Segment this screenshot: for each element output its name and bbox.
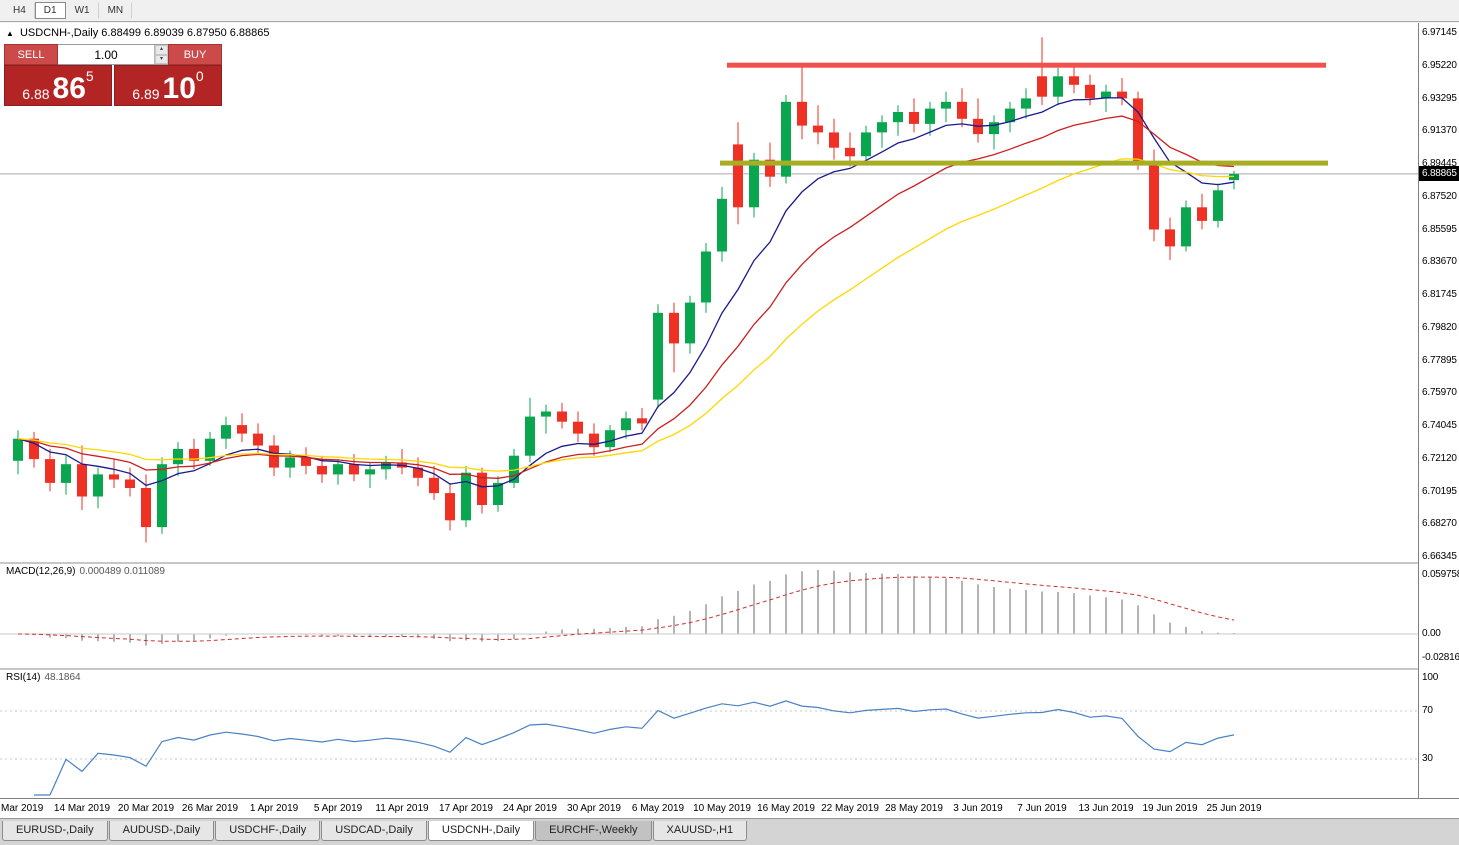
price-axis-label: 6.68270 bbox=[1422, 518, 1457, 530]
chart-tab-usdchf-daily[interactable]: USDCHF-,Daily bbox=[215, 821, 321, 841]
time-axis-label: 5 Apr 2019 bbox=[313, 803, 363, 814]
expand-arrow-icon[interactable]: ▲ bbox=[6, 29, 14, 38]
price-axis-label: 6.85595 bbox=[1422, 223, 1457, 235]
time-axis-label: 25 Jun 2019 bbox=[1206, 803, 1262, 814]
time-axis-label: 22 May 2019 bbox=[821, 803, 879, 814]
price-axis-label: 6.81745 bbox=[1422, 289, 1457, 300]
macd-indicator-label: MACD(12,26,9) 0.000489 0.011089 bbox=[6, 566, 165, 577]
time-axis-label: 1 Apr 2019 bbox=[249, 803, 299, 814]
chart-symbol-label: USDCNH-,Daily bbox=[19, 27, 99, 39]
time-axis-label: 28 May 2019 bbox=[885, 803, 943, 814]
price-axis-label: 6.93295 bbox=[1422, 92, 1457, 104]
time-axis-label: 14 Mar 2019 bbox=[53, 803, 111, 814]
chart-tabs-bar: EURUSD-,Daily AUDUSD-,Daily USDCHF-,Daily U… bbox=[0, 818, 1459, 845]
timeframe-button-d1[interactable]: D1 bbox=[34, 2, 66, 19]
chart-tab-usdcad-daily[interactable]: USDCAD-,Daily bbox=[321, 821, 427, 841]
buy-price-sup: 0 bbox=[195, 68, 204, 84]
volume-down-icon[interactable]: ▾ bbox=[155, 54, 168, 64]
price-axis-label: 6.70195 bbox=[1422, 485, 1457, 497]
time-axis-label: 30 Apr 2019 bbox=[567, 803, 621, 814]
rsi-indicator-label: RSI(14) 48.1864 bbox=[6, 672, 81, 683]
timeframe-toolbar: H4 D1 W1 MN bbox=[0, 0, 1459, 22]
timeframe-button-h4[interactable]: H4 bbox=[4, 2, 35, 19]
price-chart[interactable] bbox=[0, 23, 1418, 798]
timeframe-button-mn[interactable]: MN bbox=[99, 2, 133, 19]
chart-tab-xauusd-h1[interactable]: XAUUSD-,H1 bbox=[652, 821, 748, 841]
price-axis-label: 6.74045 bbox=[1422, 420, 1457, 431]
time-axis-label: 10 May 2019 bbox=[693, 803, 751, 814]
timeframe-button-w1[interactable]: W1 bbox=[66, 2, 99, 19]
time-axis-label: 17 Apr 2019 bbox=[439, 803, 493, 814]
chart-ohlc-values: 6.88499 6.89039 6.87950 6.88865 bbox=[101, 27, 270, 39]
chart-plot-region: ▲ USDCNH-,Daily 6.88499 6.89039 6.87950 … bbox=[0, 23, 1418, 798]
current-price-badge: 6.88865 bbox=[1419, 166, 1459, 181]
volume-input[interactable] bbox=[58, 45, 154, 64]
price-axis-label: 6.72120 bbox=[1422, 452, 1457, 464]
chart-header: ▲ USDCNH-,Daily 6.88499 6.89039 6.87950 … bbox=[6, 27, 270, 39]
buy-button[interactable]: BUY bbox=[168, 44, 222, 65]
time-axis-label: 20 Mar 2019 bbox=[117, 803, 175, 814]
price-axis-label: 6.89445 bbox=[1422, 158, 1457, 169]
price-axis-label: 6.77895 bbox=[1422, 354, 1457, 366]
time-axis-label: 6 May 2019 bbox=[631, 803, 685, 814]
rsi-axis-label: 70 bbox=[1422, 705, 1433, 716]
time-axis-label: 24 Apr 2019 bbox=[503, 803, 557, 814]
sell-price-main: 6.88 bbox=[22, 86, 50, 102]
macd-axis-label: 0.00 bbox=[1422, 628, 1441, 639]
time-axis-label: 13 Jun 2019 bbox=[1078, 803, 1134, 814]
time-axis-label: 16 May 2019 bbox=[757, 803, 815, 814]
price-axis-label: 6.95220 bbox=[1422, 59, 1457, 71]
sell-price-sup: 5 bbox=[85, 68, 94, 84]
buy-price-display[interactable]: 6.89 10 0 bbox=[114, 65, 222, 106]
sell-price-big: 86 bbox=[52, 72, 86, 105]
chart-tab-eurchf-weekly[interactable]: EURCHF-,Weekly bbox=[535, 821, 652, 841]
price-axis-label: 6.66345 bbox=[1422, 551, 1457, 562]
price-axis[interactable]: 6.88865 6.97145 6.95220 6.93295 6.91370 6.89… bbox=[1418, 23, 1459, 798]
volume-box: ▴ ▾ bbox=[58, 44, 168, 65]
chart-tab-usdcnh-daily[interactable]: USDCNH-,Daily bbox=[427, 821, 535, 841]
price-axis-label: 6.79820 bbox=[1422, 321, 1457, 333]
time-axis-label: 19 Jun 2019 bbox=[1142, 803, 1198, 814]
buy-price-main: 6.89 bbox=[132, 86, 160, 102]
time-axis-label: 7 Jun 2019 bbox=[1017, 803, 1067, 814]
rsi-axis-label: 30 bbox=[1422, 753, 1433, 764]
price-axis-label: 6.75970 bbox=[1422, 387, 1457, 399]
price-axis-label: 6.87520 bbox=[1422, 190, 1457, 202]
sell-button[interactable]: SELL bbox=[4, 44, 58, 65]
price-axis-label: 6.91370 bbox=[1422, 125, 1457, 137]
time-axis[interactable]: 8 Mar 2019 14 Mar 2019 20 Mar 2019 26 Mar 2… bbox=[0, 798, 1459, 818]
price-axis-label: 6.83670 bbox=[1422, 256, 1457, 268]
volume-spinner: ▴ ▾ bbox=[154, 45, 168, 64]
macd-axis-label: 0.059758 bbox=[1422, 569, 1459, 580]
rsi-axis-label: 100 bbox=[1422, 672, 1439, 683]
chart-tab-eurusd-daily[interactable]: EURUSD-,Daily bbox=[2, 821, 108, 841]
one-click-trade-panel: SELL ▴ ▾ BUY 6.88 86 5 6.89 bbox=[4, 44, 222, 106]
time-axis-label: 8 Mar 2019 bbox=[0, 803, 44, 814]
buy-price-big: 10 bbox=[162, 72, 196, 105]
macd-axis-label: -0.02816 bbox=[1422, 652, 1459, 663]
time-axis-label: 3 Jun 2019 bbox=[953, 803, 1003, 814]
time-axis-label: 26 Mar 2019 bbox=[181, 803, 239, 814]
volume-up-icon[interactable]: ▴ bbox=[155, 45, 168, 55]
chart-tab-audusd-daily[interactable]: AUDUSD-,Daily bbox=[108, 821, 215, 841]
sell-price-display[interactable]: 6.88 86 5 bbox=[4, 65, 112, 106]
price-axis-label: 6.97145 bbox=[1422, 27, 1457, 38]
time-axis-label: 11 Apr 2019 bbox=[375, 803, 429, 814]
